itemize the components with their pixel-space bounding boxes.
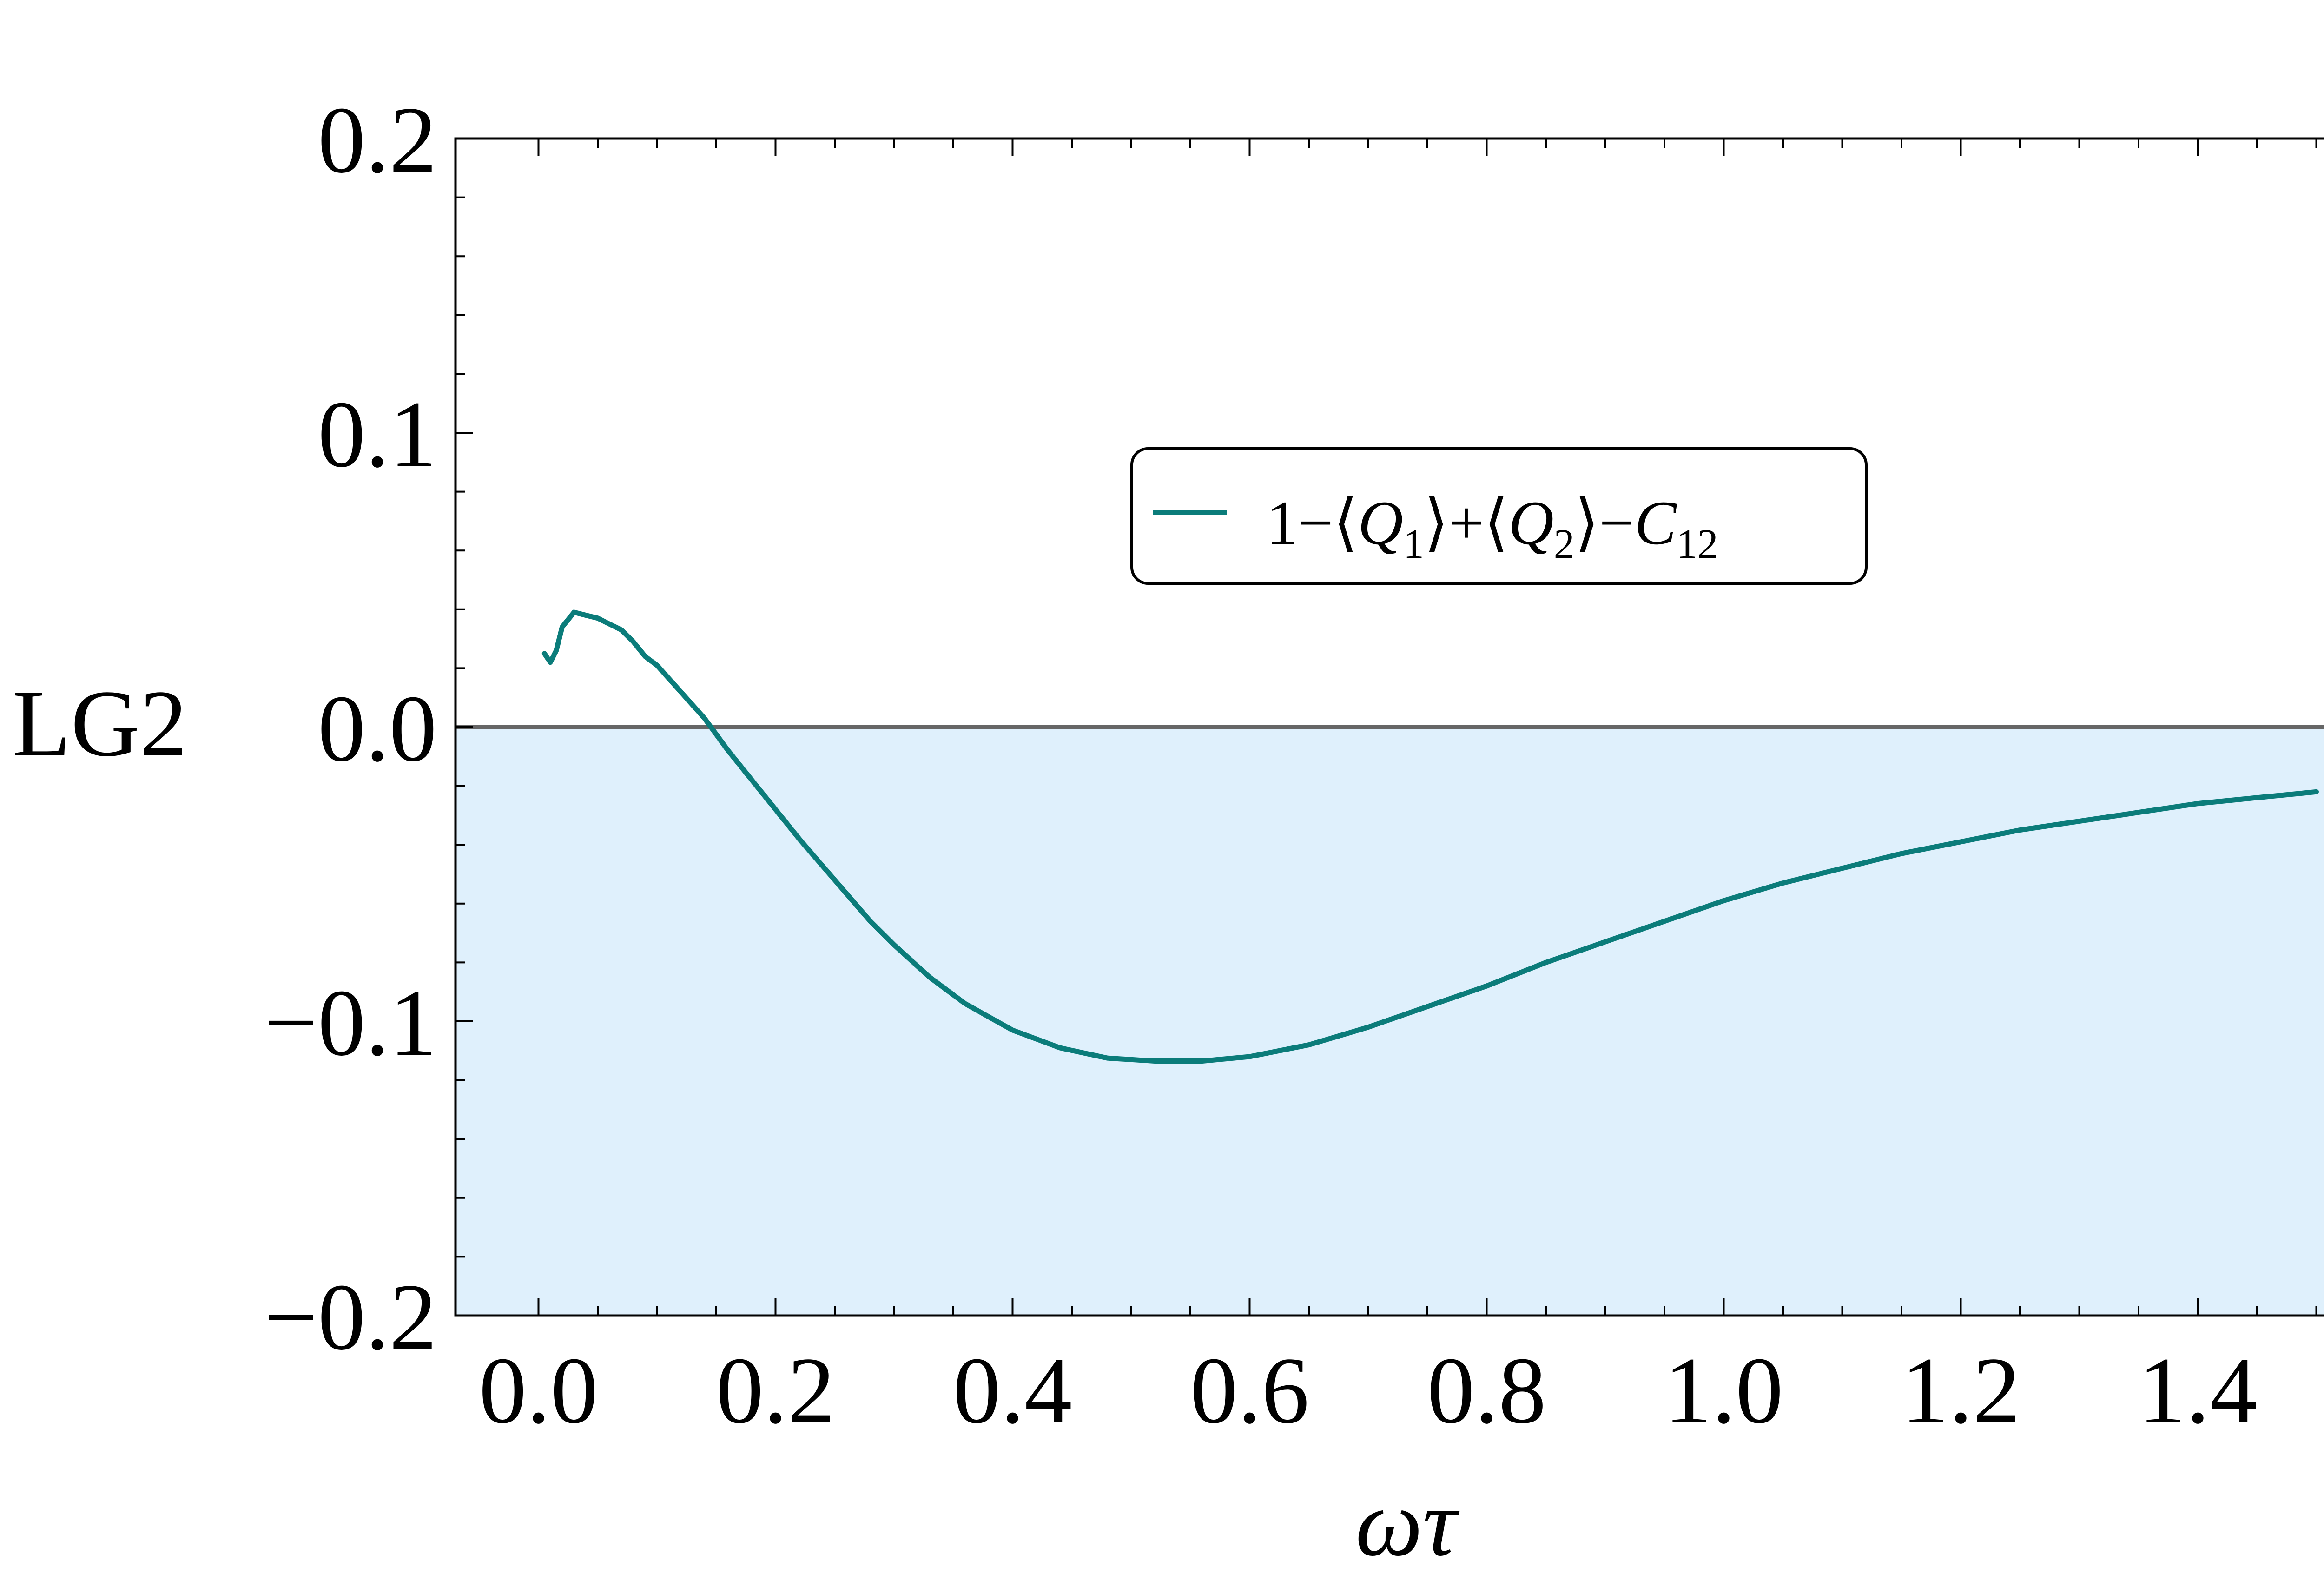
x-tick-label: 1.4 <box>2138 1338 2257 1443</box>
legend-label-part: 12 <box>1677 521 1718 567</box>
axis-ticks <box>456 138 2317 1316</box>
x-tick-label: 1.2 <box>1901 1338 2020 1443</box>
x-tick-label: 0.2 <box>716 1338 835 1443</box>
x-tick-label: 0.0 <box>479 1338 598 1443</box>
series-line <box>541 609 2319 1064</box>
legend-label-part: ⟩+⟨ <box>1424 489 1508 558</box>
x-tick-label: 0.4 <box>953 1338 1072 1443</box>
legend-label-part: C <box>1635 489 1677 558</box>
legend: 1−⟨Q1⟩+⟨Q2⟩−C12 <box>1130 447 1868 585</box>
legend-label-part: 2 <box>1554 521 1575 567</box>
y-axis-title: LG2 <box>13 671 187 776</box>
legend-label: 1−⟨Q1⟩+⟨Q2⟩−C12 <box>1267 489 1718 567</box>
x-axis-title: ωτ <box>1355 1470 1460 1576</box>
axis-tick-labels: 0.0 0.2 0.4 0.6 0.8 1.0 1.2 1.4 0.2 0.1 0.0 −0.1 −0.… <box>264 87 2258 1443</box>
legend-label-part: ⟩− <box>1575 489 1635 558</box>
y-tick-label: −0.1 <box>264 970 437 1076</box>
legend-label-part: Q <box>1358 489 1403 558</box>
x-tick-label: 0.8 <box>1427 1338 1546 1443</box>
legend-label-part: Q <box>1508 489 1554 558</box>
legend-label-part: 1−⟨ <box>1267 489 1358 558</box>
y-tick-label: 0.2 <box>318 87 437 193</box>
x-tick-label: 1.0 <box>1664 1338 1783 1443</box>
y-tick-label: −0.2 <box>264 1264 437 1370</box>
y-tick-label: 0.1 <box>318 382 437 487</box>
legend-box <box>1130 447 1868 585</box>
x-tick-label: 0.6 <box>1190 1338 1309 1443</box>
y-tick-label: 0.0 <box>318 676 437 781</box>
legend-label-part: 1 <box>1403 521 1424 567</box>
